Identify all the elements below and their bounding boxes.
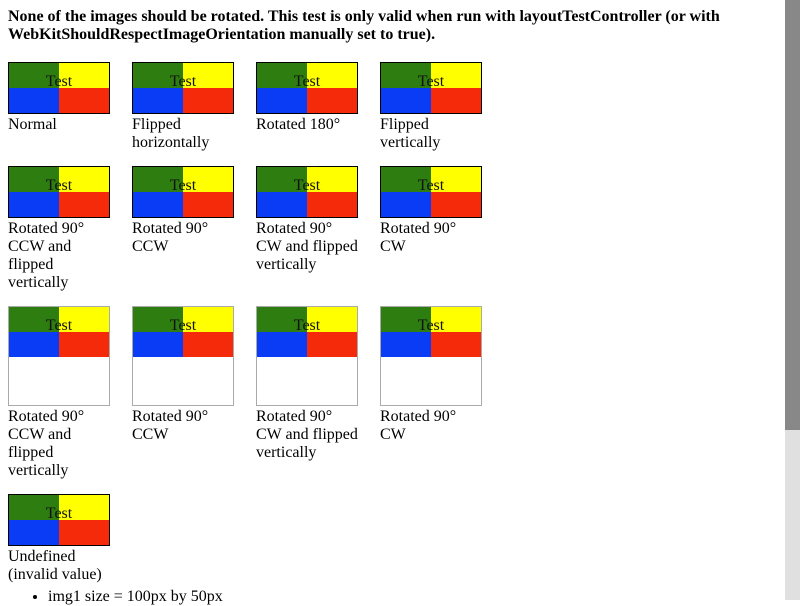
scrollbar-thumb[interactable] [785, 0, 800, 430]
orientation-image: Test [8, 494, 110, 546]
image-overlay-text: Test [45, 317, 73, 334]
image-overlay-text: Test [293, 177, 321, 194]
orientation-image: Test [380, 62, 482, 114]
image-caption: Undefined (invalid value) [8, 548, 102, 583]
image-overlay-text: Test [45, 505, 73, 522]
image-tile-rot90cw-flipv-sized: Test Rotated 90° CW and flipped vertical… [256, 306, 358, 480]
results-list: img1 size = 100px by 50px [8, 588, 223, 606]
image-tile-flipped-vertically: Test Flipped vertically [380, 62, 482, 152]
image-overlay-text: Test [293, 317, 321, 334]
orientation-image: Test [8, 62, 110, 114]
orientation-image: Test [132, 62, 234, 114]
orientation-image: Test [256, 166, 358, 218]
image-overlay-text: Test [417, 73, 445, 90]
orientation-image-sized: Test [380, 306, 482, 406]
image-caption: Rotated 90° CW [380, 220, 457, 255]
image-row-1: Test Normal Test Flipped horizontally Te… [8, 62, 778, 152]
image-overlay-text: Test [293, 73, 321, 90]
image-overlay-text: Test [169, 177, 197, 194]
image-tile-rot90ccw-sized: Test Rotated 90° CCW [132, 306, 234, 480]
orientation-image: Test [132, 166, 234, 218]
image-caption: Rotated 90° CW and flipped vertically [256, 408, 358, 461]
image-tile-flipped-horizontally: Test Flipped horizontally [132, 62, 234, 152]
image-caption: Flipped vertically [380, 116, 441, 151]
orientation-image: Test [256, 62, 358, 114]
image-overlay-text: Test [417, 317, 445, 334]
image-caption: Rotated 90° CW and flipped vertically [256, 220, 358, 273]
image-tile-rot90cw: Test Rotated 90° CW [380, 166, 482, 292]
image-row-2: Test Rotated 90° CCW and flipped vertica… [8, 166, 778, 292]
image-tile-rot90ccw-flipv-sized: Test Rotated 90° CCW and flipped vertica… [8, 306, 110, 480]
image-overlay-text: Test [169, 317, 197, 334]
orientation-image-sized: Test [132, 306, 234, 406]
image-overlay-text: Test [169, 73, 197, 90]
orientation-image-sized: Test [256, 306, 358, 406]
image-tile-rot90cw-flipv: Test Rotated 90° CW and flipped vertical… [256, 166, 358, 292]
image-tile-rot90cw-sized: Test Rotated 90° CW [380, 306, 482, 480]
orientation-image-sized: Test [8, 306, 110, 406]
image-caption: Rotated 180° [256, 116, 341, 133]
image-overlay-text: Test [45, 177, 73, 194]
image-row-4: Test Undefined (invalid value) [8, 494, 778, 584]
image-tile-rot90ccw: Test Rotated 90° CCW [132, 166, 234, 292]
orientation-image: Test [8, 166, 110, 218]
image-caption: Normal [8, 116, 57, 133]
orientation-image: Test [380, 166, 482, 218]
image-overlay-text: Test [417, 177, 445, 194]
image-caption: Rotated 90° CCW and flipped vertically [8, 220, 85, 291]
vertical-scrollbar[interactable] [785, 0, 800, 600]
result-item: img1 size = 100px by 50px [48, 588, 223, 606]
image-caption: Rotated 90° CCW [132, 220, 209, 255]
image-tile-rotated-180: Test Rotated 180° [256, 62, 358, 152]
image-caption: Rotated 90° CCW [132, 408, 209, 443]
test-instructions: None of the images should be rotated. Th… [8, 8, 720, 43]
image-row-3: Test Rotated 90° CCW and flipped vertica… [8, 306, 778, 480]
image-grid: Test Normal Test Flipped horizontally Te… [8, 62, 778, 584]
image-caption: Flipped horizontally [132, 116, 210, 151]
image-caption: Rotated 90° CW [380, 408, 457, 443]
image-caption: Rotated 90° CCW and flipped vertically [8, 408, 85, 479]
image-overlay-text: Test [45, 73, 73, 90]
image-tile-rot90ccw-flipv: Test Rotated 90° CCW and flipped vertica… [8, 166, 110, 292]
test-page: None of the images should be rotated. Th… [8, 8, 778, 598]
image-tile-undefined: Test Undefined (invalid value) [8, 494, 110, 584]
image-tile-normal: Test Normal [8, 62, 110, 152]
